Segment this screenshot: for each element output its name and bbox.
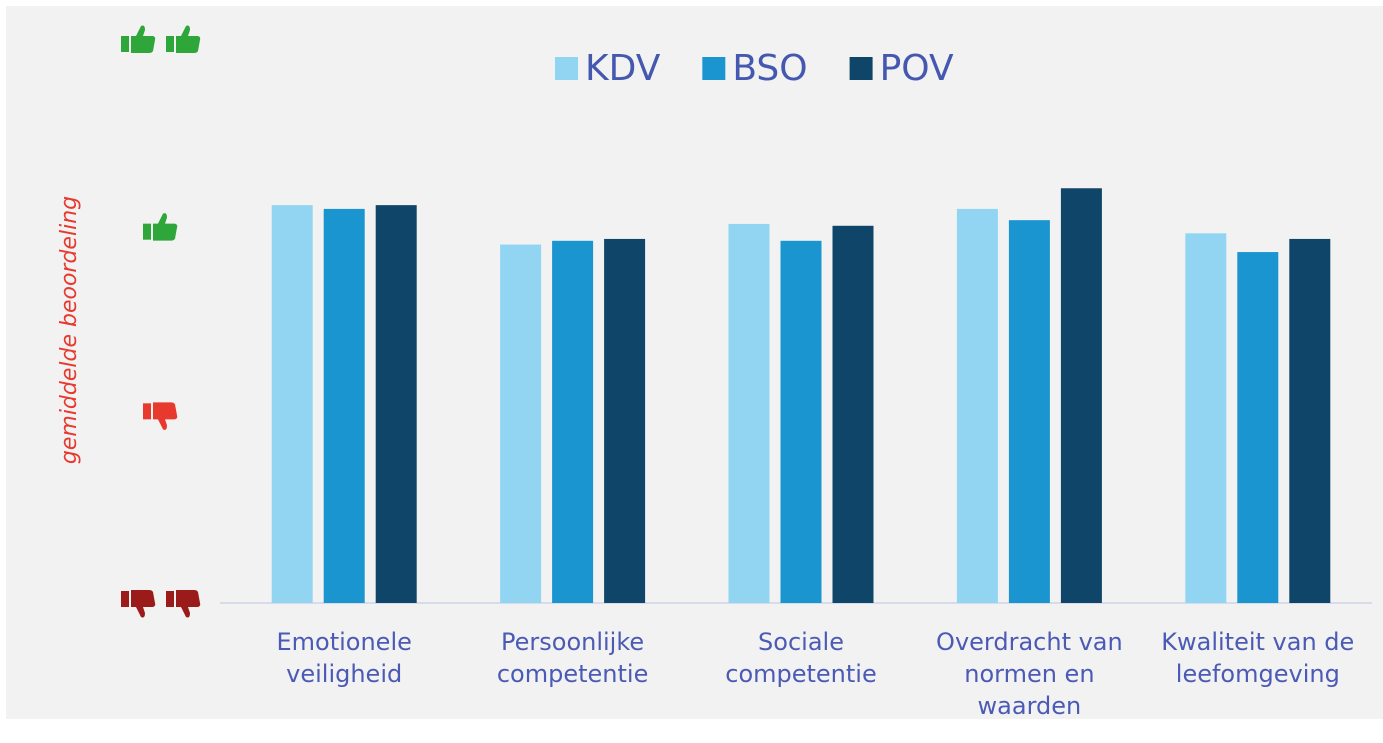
bar: [500, 244, 542, 603]
thumb-cuff: [121, 36, 129, 52]
bar: [1060, 188, 1102, 604]
thumb-hand: [153, 213, 178, 241]
chart-background: [6, 6, 1383, 719]
thumb-icon: [166, 590, 201, 618]
legend-swatch: [849, 57, 873, 80]
thumb-hand: [153, 402, 178, 430]
bar: [956, 208, 998, 603]
thumb-hand: [176, 25, 201, 53]
thumb-hand: [131, 590, 156, 618]
bar: [271, 205, 313, 603]
bar: [604, 238, 646, 603]
legend-label: POV: [880, 48, 954, 89]
x-tick-label: Sociale competentie: [725, 628, 877, 688]
thumb-cuff: [166, 36, 174, 52]
thumb-icon: [166, 25, 201, 53]
y-tick-icon: [121, 25, 201, 53]
y-axis-label: gemiddelde beoordeling: [57, 196, 82, 464]
thumb-cuff: [143, 403, 151, 420]
bar: [1237, 252, 1279, 603]
bar: [780, 240, 822, 603]
thumb-icon: [121, 590, 156, 618]
bar: [1185, 233, 1227, 603]
legend-swatch: [555, 57, 578, 80]
legend-label: BSO: [732, 48, 807, 89]
thumb-hand: [176, 590, 201, 618]
thumb-icon: [143, 213, 178, 241]
y-tick-icon: [143, 213, 178, 241]
bar: [1289, 238, 1331, 603]
thumb-cuff: [143, 223, 151, 240]
bar: [728, 223, 770, 603]
thumb-cuff: [121, 591, 129, 607]
thumb-icon: [143, 402, 178, 430]
bar: [1008, 220, 1050, 603]
x-tick-label: Persoonlijke competentie: [496, 628, 649, 688]
x-tick-label: Overdracht van normen en waarden: [936, 628, 1123, 720]
thumb-icon: [121, 25, 156, 53]
bar: [375, 205, 417, 603]
y-tick-icon: [121, 590, 201, 618]
x-tick-label: Emotionele veiligheid: [276, 628, 412, 688]
x-tick-label: Kwaliteit van de leefomgeving: [1161, 628, 1355, 688]
legend-label: KDV: [585, 48, 661, 89]
legend-swatch: [702, 57, 726, 80]
bar: [323, 208, 365, 603]
thumb-hand: [131, 25, 156, 53]
thumb-cuff: [166, 591, 174, 607]
y-tick-icon: [143, 402, 178, 430]
bar: [552, 240, 594, 603]
bar: [832, 225, 874, 604]
